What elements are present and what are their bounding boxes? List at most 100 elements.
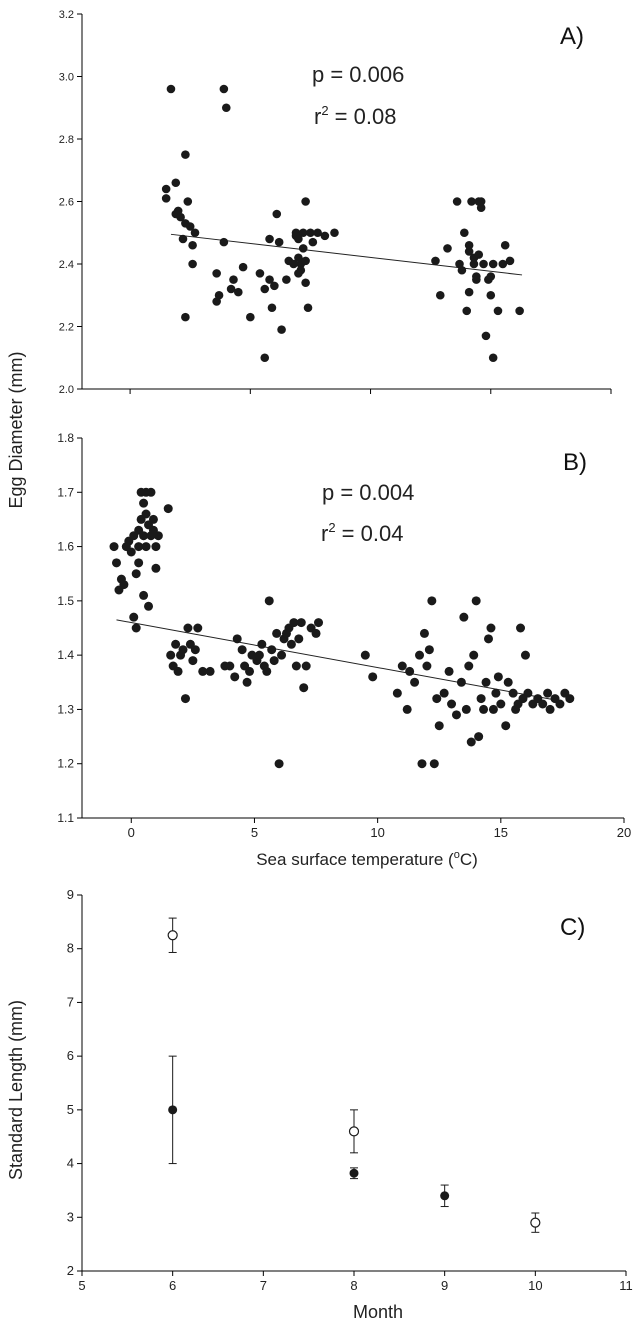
panel-b-data-point bbox=[415, 650, 425, 660]
panel-b-data-point bbox=[119, 580, 129, 590]
panel-b-data-point bbox=[225, 661, 235, 671]
panel-b-data-point bbox=[183, 623, 193, 633]
panel-a-data-point bbox=[464, 287, 474, 297]
panel-b-data-point bbox=[129, 612, 139, 622]
panel-b-data-point bbox=[153, 531, 163, 541]
panel-a-data-point bbox=[505, 256, 515, 266]
panel-a-data-point bbox=[219, 237, 229, 247]
panel-a-data-point bbox=[476, 203, 486, 213]
panel-b-data-point bbox=[264, 596, 274, 606]
panel-a-data-point bbox=[500, 240, 510, 250]
panel-b-data-point bbox=[144, 601, 154, 611]
panel-b-x-tick-label: 0 bbox=[128, 825, 135, 840]
panel-b-xlabel-main: Sea surface temperature ( bbox=[256, 850, 454, 869]
panel-c-open-data-point bbox=[348, 1126, 360, 1137]
panel-b-data-point bbox=[126, 547, 136, 557]
panel-a-data-point bbox=[161, 184, 171, 194]
panel-b-data-point bbox=[427, 596, 437, 606]
panel-b-data-point bbox=[146, 487, 156, 497]
panel-b-data-point bbox=[141, 509, 151, 519]
panel-b-data-point bbox=[193, 623, 203, 633]
panel-a-data-point bbox=[178, 234, 188, 244]
panel-b-data-point bbox=[190, 645, 200, 655]
panel-a-data-point bbox=[185, 222, 195, 231]
panel-b-data-point bbox=[291, 661, 301, 671]
panel-b-data-point bbox=[131, 623, 141, 633]
panel-a-data-point bbox=[255, 269, 265, 278]
panel-a-data-point bbox=[212, 297, 221, 306]
panel-a-data-point bbox=[460, 228, 469, 238]
panel-c-open-data-point bbox=[167, 930, 178, 941]
panel-a-data-point bbox=[303, 303, 313, 313]
panel-b-data-point bbox=[538, 699, 548, 709]
panel-a-data-point bbox=[457, 265, 467, 275]
panel-a-data-point bbox=[488, 353, 498, 363]
panel-b-data-point bbox=[180, 694, 190, 704]
panel-b-data-point bbox=[464, 661, 474, 671]
panel-b-data-point bbox=[254, 650, 264, 660]
panel-b-data-point bbox=[543, 688, 553, 698]
panel-a-data-point bbox=[270, 281, 279, 291]
panel-a-r2: r2 = 0.08 bbox=[314, 103, 396, 129]
panel-b-y-tick-label: 1.7 bbox=[57, 485, 74, 499]
panel-a-data-point bbox=[188, 259, 197, 269]
panel-c-open-data-point bbox=[530, 1217, 541, 1228]
panel-a-data-point bbox=[265, 234, 274, 244]
panel-a-data-point bbox=[479, 259, 488, 269]
panel-c-filled-data-point bbox=[168, 1105, 178, 1115]
panel-b-data-point bbox=[296, 618, 306, 628]
panel-a-data-point bbox=[166, 84, 176, 94]
panel-b-data-point bbox=[257, 639, 267, 649]
panel-a-data-point bbox=[176, 212, 185, 222]
panel-c-y-tick-label: 5 bbox=[67, 1102, 74, 1117]
panel-b-x-tick-label: 5 bbox=[251, 825, 258, 840]
panel-c-label: C) bbox=[560, 914, 585, 941]
panel-c-y-tick-label: 2 bbox=[67, 1263, 74, 1278]
panel-c-x-tick-label: 6 bbox=[169, 1278, 176, 1293]
panel-a-data-point bbox=[229, 275, 238, 284]
panel-b-data-point bbox=[111, 558, 121, 568]
panel-b-data-point bbox=[471, 596, 481, 606]
panel-b-data-point bbox=[163, 504, 173, 514]
panel-a-data-point bbox=[188, 240, 197, 250]
panel-a-data-point bbox=[298, 244, 308, 253]
panel-a-y-tick-label: 3.2 bbox=[59, 9, 74, 21]
panel-b-data-point bbox=[417, 759, 427, 769]
panel-b-data-point bbox=[242, 677, 252, 687]
panel-b-y-tick-label: 1.2 bbox=[57, 757, 74, 771]
panel-b-data-point bbox=[272, 628, 282, 638]
panel-a-data-point bbox=[272, 209, 282, 219]
panel-b-data-point bbox=[131, 569, 141, 579]
panel-c-y-tick-label: 7 bbox=[67, 994, 74, 1009]
panel-a-data-point bbox=[488, 259, 498, 269]
panel-a-data-point bbox=[267, 303, 277, 313]
panel-b-data-point bbox=[205, 666, 215, 676]
panel-a-data-point bbox=[277, 325, 286, 334]
panel-c-x-tick-label: 5 bbox=[78, 1278, 85, 1293]
panel-a-data-point bbox=[171, 178, 181, 188]
panel-b-data-point bbox=[171, 639, 181, 649]
panel-c-y-axis-label: Standard Length (mm) bbox=[6, 1000, 26, 1180]
panel-b-data-point bbox=[148, 514, 158, 524]
panel-a-y-tick-label: 2.4 bbox=[59, 259, 74, 271]
panel-c-y-tick-label: 6 bbox=[67, 1048, 74, 1063]
panel-b-data-point bbox=[429, 759, 439, 769]
panel-b-data-point bbox=[299, 683, 309, 693]
panel-b-data-point bbox=[360, 650, 370, 660]
panel-b-data-point bbox=[294, 634, 304, 644]
panel-a-p-value: p = 0.006 bbox=[312, 62, 404, 87]
panel-a-data-point bbox=[282, 275, 291, 284]
panel-a-data-point bbox=[469, 259, 479, 269]
panel-b-data-point bbox=[134, 558, 144, 568]
panel-a-data-point bbox=[308, 237, 318, 247]
panel-b-data-point bbox=[476, 694, 486, 704]
panel-a-data-point bbox=[274, 237, 284, 247]
panel-a-data-point bbox=[301, 278, 310, 288]
panel-b-data-point bbox=[474, 732, 484, 742]
panel-b-data-point bbox=[503, 677, 513, 687]
panel-b-data-point bbox=[410, 677, 420, 687]
panel-a-data-point bbox=[431, 256, 440, 266]
panel-b-data-point bbox=[151, 563, 161, 573]
panel-b-r2: r2 = 0.04 bbox=[321, 520, 403, 546]
panel-b-regression-line bbox=[116, 619, 563, 702]
